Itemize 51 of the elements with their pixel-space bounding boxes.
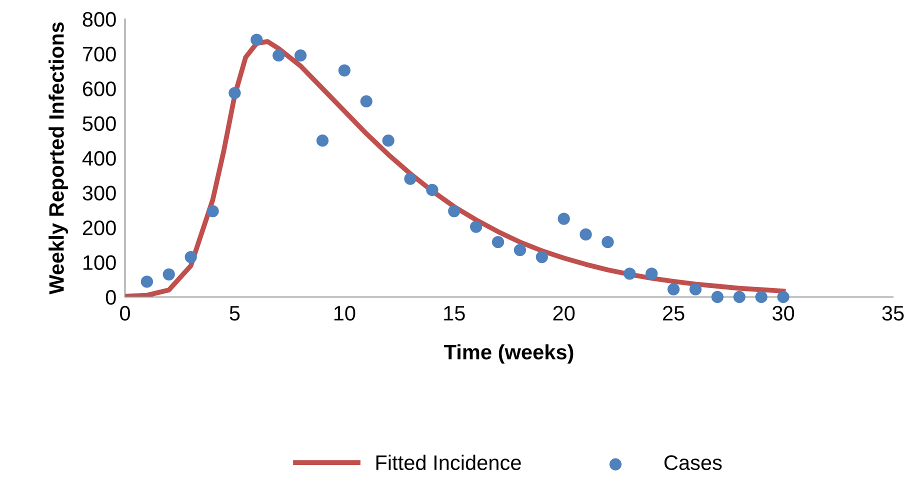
point [426, 184, 438, 196]
point [272, 49, 285, 62]
y-tick-label: 700 [82, 46, 116, 62]
point [294, 49, 307, 62]
legend-label: Fitted Incidence [376, 454, 521, 470]
x-tick-label: 25 [663, 306, 684, 321]
y-tick-label: 0 [106, 290, 116, 305]
point [184, 250, 197, 264]
y-tick-label: 800 [82, 12, 116, 27]
point [316, 134, 329, 147]
y-axis-title: Weekly Reported Infections [48, 22, 68, 294]
point [624, 268, 636, 280]
point [733, 290, 746, 304]
point [360, 95, 372, 108]
y-tick-label: 200 [82, 220, 116, 236]
y-tick-label: 300 [82, 186, 116, 201]
point [162, 268, 175, 280]
point [250, 34, 263, 46]
point [689, 283, 702, 296]
point [777, 290, 790, 304]
point [382, 134, 394, 147]
point [404, 172, 416, 185]
x-tick-label: 20 [553, 306, 575, 321]
point [667, 283, 680, 296]
point [711, 290, 724, 304]
legend-label: Cases [664, 455, 722, 470]
point [580, 228, 592, 241]
x-axis-title: Time (weeks) [444, 344, 574, 364]
point [536, 250, 548, 264]
point [602, 236, 614, 248]
point [514, 244, 526, 256]
point [492, 236, 504, 248]
y-tick-label: 100 [84, 255, 116, 270]
x-tick-label: 10 [334, 306, 356, 321]
point [558, 212, 570, 225]
point [206, 205, 219, 218]
y-tick-label: 500 [82, 116, 116, 132]
point [338, 64, 351, 77]
x-tick-label: 5 [230, 306, 240, 321]
point [470, 220, 482, 233]
point [646, 268, 658, 280]
x-tick-label: 15 [444, 306, 465, 321]
point [228, 86, 241, 100]
point [755, 290, 768, 304]
x-tick-label: 0 [120, 306, 130, 321]
y-tick-label: 600 [82, 82, 116, 96]
point [140, 276, 154, 288]
point [448, 205, 460, 218]
y-tick-label: 400 [82, 151, 116, 166]
x-tick-label: 35 [882, 306, 904, 321]
x-tick-label: 30 [772, 306, 794, 321]
